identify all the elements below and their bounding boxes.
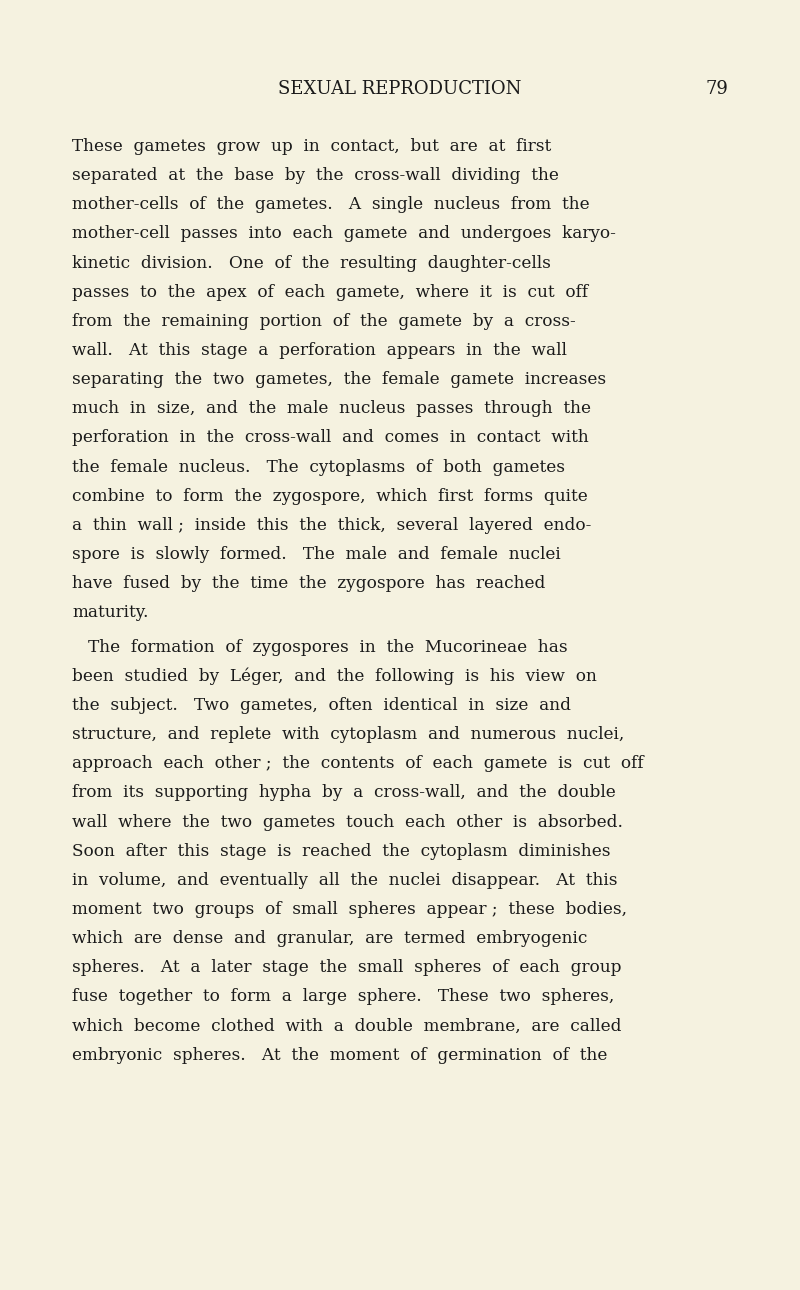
Text: from  its  supporting  hypha  by  a  cross-wall,  and  the  double: from its supporting hypha by a cross-wal… xyxy=(72,784,616,801)
Text: wall  where  the  two  gametes  touch  each  other  is  absorbed.: wall where the two gametes touch each ot… xyxy=(72,814,623,831)
Text: approach  each  other ;  the  contents  of  each  gamete  is  cut  off: approach each other ; the contents of ea… xyxy=(72,756,644,773)
Text: structure,  and  replete  with  cytoplasm  and  numerous  nuclei,: structure, and replete with cytoplasm an… xyxy=(72,726,624,743)
Text: fuse  together  to  form  a  large  sphere.   These  two  spheres,: fuse together to form a large sphere. Th… xyxy=(72,988,614,1005)
Text: a  thin  wall ;  inside  this  the  thick,  several  layered  endo-: a thin wall ; inside this the thick, sev… xyxy=(72,517,591,534)
Text: 79: 79 xyxy=(705,80,728,98)
Text: in  volume,  and  eventually  all  the  nuclei  disappear.   At  this: in volume, and eventually all the nuclei… xyxy=(72,872,618,889)
Text: have  fused  by  the  time  the  zygospore  has  reached: have fused by the time the zygospore has… xyxy=(72,575,546,592)
Text: wall.   At  this  stage  a  perforation  appears  in  the  wall: wall. At this stage a perforation appear… xyxy=(72,342,567,359)
Text: Soon  after  this  stage  is  reached  the  cytoplasm  diminishes: Soon after this stage is reached the cyt… xyxy=(72,842,610,859)
Text: perforation  in  the  cross-wall  and  comes  in  contact  with: perforation in the cross-wall and comes … xyxy=(72,430,589,446)
Text: maturity.: maturity. xyxy=(72,604,149,622)
Text: passes  to  the  apex  of  each  gamete,  where  it  is  cut  off: passes to the apex of each gamete, where… xyxy=(72,284,588,301)
Text: These  gametes  grow  up  in  contact,  but  are  at  first: These gametes grow up in contact, but ar… xyxy=(72,138,551,155)
Text: from  the  remaining  portion  of  the  gamete  by  a  cross-: from the remaining portion of the gamete… xyxy=(72,313,576,330)
Text: separating  the  two  gametes,  the  female  gamete  increases: separating the two gametes, the female g… xyxy=(72,372,606,388)
Text: the  female  nucleus.   The  cytoplasms  of  both  gametes: the female nucleus. The cytoplasms of bo… xyxy=(72,459,565,476)
Text: which  are  dense  and  granular,  are  termed  embryogenic: which are dense and granular, are termed… xyxy=(72,930,587,947)
Text: spheres.   At  a  later  stage  the  small  spheres  of  each  group: spheres. At a later stage the small sphe… xyxy=(72,960,622,977)
Text: spore  is  slowly  formed.   The  male  and  female  nuclei: spore is slowly formed. The male and fem… xyxy=(72,546,561,562)
Text: mother-cells  of  the  gametes.   A  single  nucleus  from  the: mother-cells of the gametes. A single nu… xyxy=(72,196,590,213)
Text: been  studied  by  Léger,  and  the  following  is  his  view  on: been studied by Léger, and the following… xyxy=(72,668,597,685)
Text: embryonic  spheres.   At  the  moment  of  germination  of  the: embryonic spheres. At the moment of germ… xyxy=(72,1046,607,1064)
Text: separated  at  the  base  by  the  cross-wall  dividing  the: separated at the base by the cross-wall … xyxy=(72,168,559,184)
Text: combine  to  form  the  zygospore,  which  first  forms  quite: combine to form the zygospore, which fir… xyxy=(72,488,588,504)
Text: moment  two  groups  of  small  spheres  appear ;  these  bodies,: moment two groups of small spheres appea… xyxy=(72,900,627,918)
Text: kinetic  division.   One  of  the  resulting  daughter-cells: kinetic division. One of the resulting d… xyxy=(72,254,551,272)
Text: SEXUAL REPRODUCTION: SEXUAL REPRODUCTION xyxy=(278,80,522,98)
Text: the  subject.   Two  gametes,  often  identical  in  size  and: the subject. Two gametes, often identica… xyxy=(72,697,571,715)
Text: which  become  clothed  with  a  double  membrane,  are  called: which become clothed with a double membr… xyxy=(72,1018,622,1035)
Text: The  formation  of  zygospores  in  the  Mucorineae  has: The formation of zygospores in the Mucor… xyxy=(72,639,568,655)
Text: mother-cell  passes  into  each  gamete  and  undergoes  karyo-: mother-cell passes into each gamete and … xyxy=(72,226,616,243)
Text: much  in  size,  and  the  male  nucleus  passes  through  the: much in size, and the male nucleus passe… xyxy=(72,400,591,418)
